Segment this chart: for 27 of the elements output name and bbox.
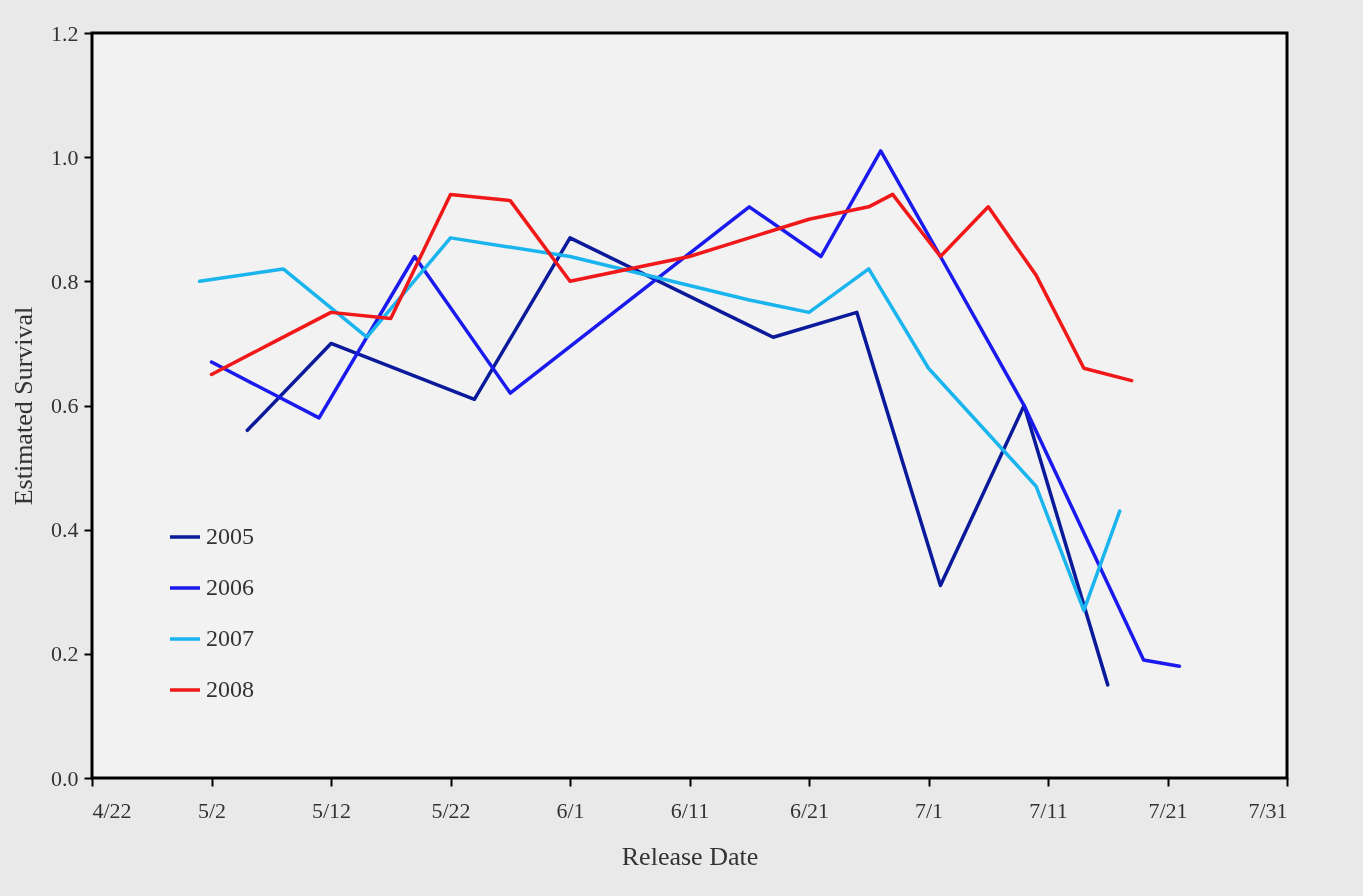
x-tick-label: 5/2	[197, 797, 227, 823]
y-tick-label: 0.4	[51, 517, 79, 543]
y-tick-label: 1.2	[51, 20, 79, 46]
y-tick-label: 0.6	[51, 393, 79, 418]
legend-label: 2007	[206, 625, 254, 651]
x-tick-label: 5/12	[311, 797, 352, 823]
x-tick-label: 7/1	[914, 797, 944, 823]
x-axis-title: Release Date	[621, 841, 759, 871]
line-series	[209, 192, 1134, 383]
x-tick-label: 6/1	[556, 797, 585, 823]
x-tick-label: 6/11	[670, 797, 710, 823]
line-series	[209, 149, 1182, 668]
y-tick-label: 0.8	[51, 268, 79, 294]
legend-label: 2005	[206, 523, 254, 549]
y-tick-label: 0.2	[51, 641, 79, 667]
x-tick-label: 5/22	[431, 797, 471, 823]
y-tick-label: 1.0	[51, 144, 79, 170]
x-tick-label: 4/22	[92, 797, 132, 823]
y-tick-label: 0.0	[51, 765, 79, 791]
legend-label: 2006	[206, 574, 254, 600]
x-tick-label: 7/11	[1029, 797, 1068, 823]
x-tick-label: 6/21	[789, 797, 830, 823]
x-tick-label: 7/31	[1248, 797, 1288, 823]
y-axis-title: Estimated Survival	[9, 306, 38, 506]
x-tick-label: 7/21	[1148, 797, 1188, 823]
legend-label: 2008	[206, 676, 254, 702]
line-series	[197, 236, 1122, 613]
